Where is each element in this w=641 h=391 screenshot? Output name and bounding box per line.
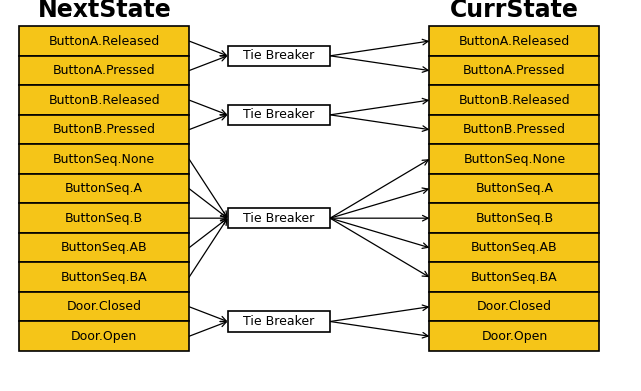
FancyBboxPatch shape (429, 115, 599, 144)
FancyBboxPatch shape (228, 311, 330, 332)
Text: ButtonSeq.BA: ButtonSeq.BA (61, 271, 147, 284)
Text: Tie Breaker: Tie Breaker (243, 108, 315, 121)
Text: ButtonSeq.BA: ButtonSeq.BA (471, 271, 558, 284)
Text: ButtonSeq.B: ButtonSeq.B (476, 212, 553, 225)
Text: Tie Breaker: Tie Breaker (243, 315, 315, 328)
FancyBboxPatch shape (19, 144, 189, 174)
FancyBboxPatch shape (228, 208, 330, 228)
Text: NextState: NextState (38, 0, 171, 22)
FancyBboxPatch shape (19, 262, 189, 292)
Text: ButtonSeq.None: ButtonSeq.None (463, 152, 565, 166)
FancyBboxPatch shape (19, 85, 189, 115)
FancyBboxPatch shape (429, 233, 599, 262)
Text: ButtonB.Pressed: ButtonB.Pressed (53, 123, 156, 136)
FancyBboxPatch shape (429, 174, 599, 203)
Text: ButtonSeq.B: ButtonSeq.B (65, 212, 143, 225)
Text: ButtonSeq.None: ButtonSeq.None (53, 152, 155, 166)
FancyBboxPatch shape (429, 26, 599, 56)
Text: ButtonSeq.A: ButtonSeq.A (65, 182, 143, 195)
Text: CurrState: CurrState (449, 0, 579, 22)
FancyBboxPatch shape (19, 203, 189, 233)
FancyBboxPatch shape (19, 56, 189, 85)
FancyBboxPatch shape (228, 46, 330, 66)
Text: Door.Open: Door.Open (481, 330, 547, 343)
Text: Door.Closed: Door.Closed (67, 300, 142, 313)
FancyBboxPatch shape (19, 292, 189, 321)
FancyBboxPatch shape (19, 174, 189, 203)
FancyBboxPatch shape (19, 115, 189, 144)
Text: ButtonA.Released: ButtonA.Released (49, 34, 160, 48)
Text: ButtonA.Pressed: ButtonA.Pressed (463, 64, 566, 77)
FancyBboxPatch shape (19, 26, 189, 56)
FancyBboxPatch shape (429, 56, 599, 85)
Text: ButtonB.Pressed: ButtonB.Pressed (463, 123, 566, 136)
FancyBboxPatch shape (19, 233, 189, 262)
Text: ButtonSeq.AB: ButtonSeq.AB (61, 241, 147, 254)
Text: ButtonB.Released: ButtonB.Released (458, 93, 570, 107)
Text: Door.Open: Door.Open (71, 330, 137, 343)
Text: Door.Closed: Door.Closed (477, 300, 552, 313)
FancyBboxPatch shape (228, 105, 330, 125)
Text: ButtonSeq.AB: ButtonSeq.AB (471, 241, 558, 254)
Text: Tie Breaker: Tie Breaker (243, 49, 315, 62)
Text: ButtonSeq.A: ButtonSeq.A (476, 182, 553, 195)
FancyBboxPatch shape (429, 144, 599, 174)
Text: Tie Breaker: Tie Breaker (243, 212, 315, 225)
Text: ButtonA.Pressed: ButtonA.Pressed (53, 64, 156, 77)
FancyBboxPatch shape (429, 203, 599, 233)
FancyBboxPatch shape (429, 85, 599, 115)
FancyBboxPatch shape (429, 292, 599, 321)
Text: ButtonB.Released: ButtonB.Released (48, 93, 160, 107)
FancyBboxPatch shape (429, 262, 599, 292)
FancyBboxPatch shape (19, 321, 189, 351)
Text: ButtonA.Released: ButtonA.Released (459, 34, 570, 48)
FancyBboxPatch shape (429, 321, 599, 351)
